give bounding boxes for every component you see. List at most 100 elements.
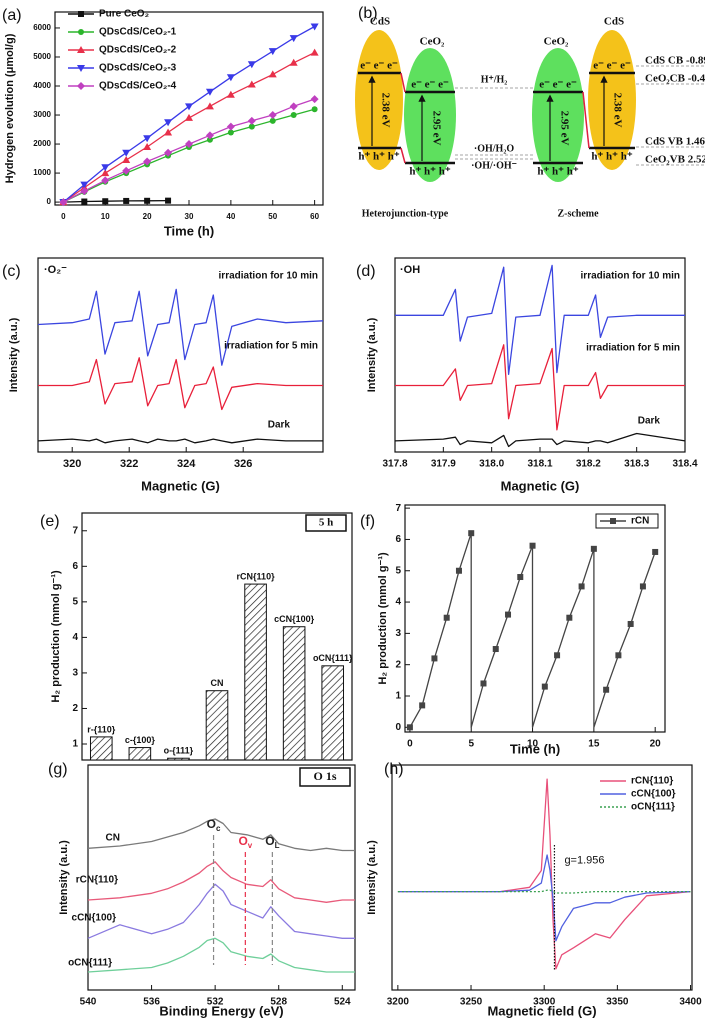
series-line <box>87 818 355 852</box>
panel-label: (h) <box>384 761 404 778</box>
redox-label: ·OH/·OH⁻ <box>471 160 517 171</box>
legend-label: rCN{110} <box>631 776 673 787</box>
y-axis-label: H₂ production (mmol g⁻¹) <box>50 570 62 703</box>
series-label: rCN{110} <box>76 875 118 886</box>
point <box>247 61 256 69</box>
chart-panel: (g) 540 536 532 528 524 Binding Energy (eV) Int… <box>48 761 356 1018</box>
point <box>492 646 499 653</box>
series-line <box>87 937 355 973</box>
gap-label: 2.95 eV <box>430 111 442 146</box>
series-label: irradiation for 10 min <box>581 271 680 282</box>
transfer-line <box>400 147 406 164</box>
x-tick-label: 324 <box>177 458 196 470</box>
x-tick-label: 326 <box>234 458 252 470</box>
electrons: e⁻ e⁻ e⁻ <box>360 60 398 72</box>
point <box>247 116 256 125</box>
point <box>102 198 109 205</box>
point <box>77 46 85 53</box>
x-tick-label: 3400 <box>679 997 702 1008</box>
point <box>185 113 193 121</box>
point <box>226 122 235 131</box>
point <box>652 548 659 555</box>
bar <box>244 583 267 761</box>
series-line <box>409 532 656 728</box>
level-labels: CdS CB -0.89eV CeO₂CB -0.43 eV CdS VB 1.… <box>645 55 705 166</box>
x-tick-label: 10 <box>101 212 110 221</box>
cds-ellipse <box>588 30 636 170</box>
series-line <box>63 108 315 203</box>
point <box>590 545 597 552</box>
y-tick-label: 1 <box>395 691 401 702</box>
ceo2-ellipse <box>532 48 584 182</box>
point <box>311 106 318 113</box>
point <box>541 683 548 690</box>
chart-panel: (d) 317.8 317.9 318.0 318.1 318.2 318.3 318.4 Ma… <box>356 257 698 493</box>
x-tick-label: 317.8 <box>382 459 407 470</box>
title-box <box>299 767 351 787</box>
series-line <box>395 344 685 431</box>
point <box>101 169 110 177</box>
point <box>505 611 512 618</box>
plot-frame <box>391 764 693 991</box>
level-label: CeO₂CB -0.43 eV <box>645 73 705 85</box>
redox-label: ·OH/H₂O <box>474 143 514 154</box>
point <box>164 119 173 127</box>
x-tick-label: 15 <box>588 739 600 750</box>
point <box>554 652 561 659</box>
point <box>164 128 173 136</box>
point <box>578 583 585 590</box>
x-tick-label: 20 <box>143 212 152 221</box>
chart-title: ·O₂⁻ <box>44 264 67 276</box>
point <box>268 111 277 120</box>
point <box>419 702 426 709</box>
point <box>205 131 214 140</box>
series-line <box>63 52 315 203</box>
point <box>268 70 277 78</box>
point <box>143 142 152 150</box>
point <box>310 95 319 104</box>
point <box>480 680 487 687</box>
bar-label: oCN{111} <box>313 653 353 663</box>
series-label: irradiation for 5 min <box>224 341 318 352</box>
transfer-line <box>400 72 406 93</box>
point <box>627 620 634 627</box>
x-tick-label: 540 <box>80 997 97 1008</box>
electrons: e⁻ e⁻ e⁻ <box>539 79 577 91</box>
point <box>443 614 450 621</box>
chart-panel: (c) 320 322 324 326 Magnetic (G) Intensity (a.… <box>2 257 324 493</box>
point <box>517 574 524 581</box>
level-lines <box>455 65 704 166</box>
cds-ellipse <box>355 30 403 170</box>
y-tick-label: 3 <box>72 668 78 679</box>
x-tick-label: 10 <box>527 739 539 750</box>
y-axis-label: H₂ production (mmol g⁻¹) <box>377 552 389 685</box>
point <box>566 614 573 621</box>
legend-label: QDsCdS/CeO₂-2 <box>99 45 177 56</box>
y-tick-label: 6000 <box>33 23 51 32</box>
panel-label: (f) <box>360 513 375 530</box>
gap-label: 2.95 eV <box>558 111 570 146</box>
x-tick-label: 5 <box>468 739 474 750</box>
point <box>205 88 214 96</box>
point <box>310 23 319 31</box>
legend-box <box>595 513 659 529</box>
series-line <box>87 861 355 903</box>
x-tick-label: 322 <box>120 458 138 470</box>
y-tick-label: 1 <box>72 739 78 750</box>
holes: h⁺ h⁺ h⁺ <box>358 151 399 163</box>
point <box>431 655 438 662</box>
x-tick-label: 528 <box>270 997 287 1008</box>
point <box>80 181 89 189</box>
excitation-arrows <box>368 75 608 161</box>
x-tick-label: 536 <box>143 997 160 1008</box>
series-line <box>63 199 169 203</box>
y-axis-label: Intensity (a.u.) <box>58 840 70 915</box>
x-tick-label: 30 <box>185 212 194 221</box>
bar-label: c-{100} <box>125 735 156 745</box>
peak-label: Ov <box>238 834 252 850</box>
point <box>529 542 536 549</box>
series-label: oCN{111} <box>68 958 112 969</box>
plot-frame <box>37 257 324 453</box>
